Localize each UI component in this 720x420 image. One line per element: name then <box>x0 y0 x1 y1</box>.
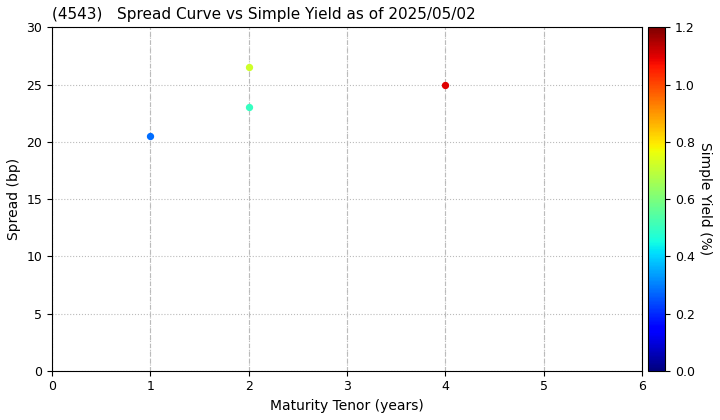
Text: (4543)   Spread Curve vs Simple Yield as of 2025/05/02: (4543) Spread Curve vs Simple Yield as o… <box>52 7 476 22</box>
Point <box>439 81 451 88</box>
Point <box>243 104 254 111</box>
X-axis label: Maturity Tenor (years): Maturity Tenor (years) <box>270 399 424 413</box>
Point <box>243 64 254 71</box>
Y-axis label: Spread (bp): Spread (bp) <box>7 158 21 240</box>
Point <box>145 133 156 139</box>
Y-axis label: Simple Yield (%): Simple Yield (%) <box>698 142 711 256</box>
